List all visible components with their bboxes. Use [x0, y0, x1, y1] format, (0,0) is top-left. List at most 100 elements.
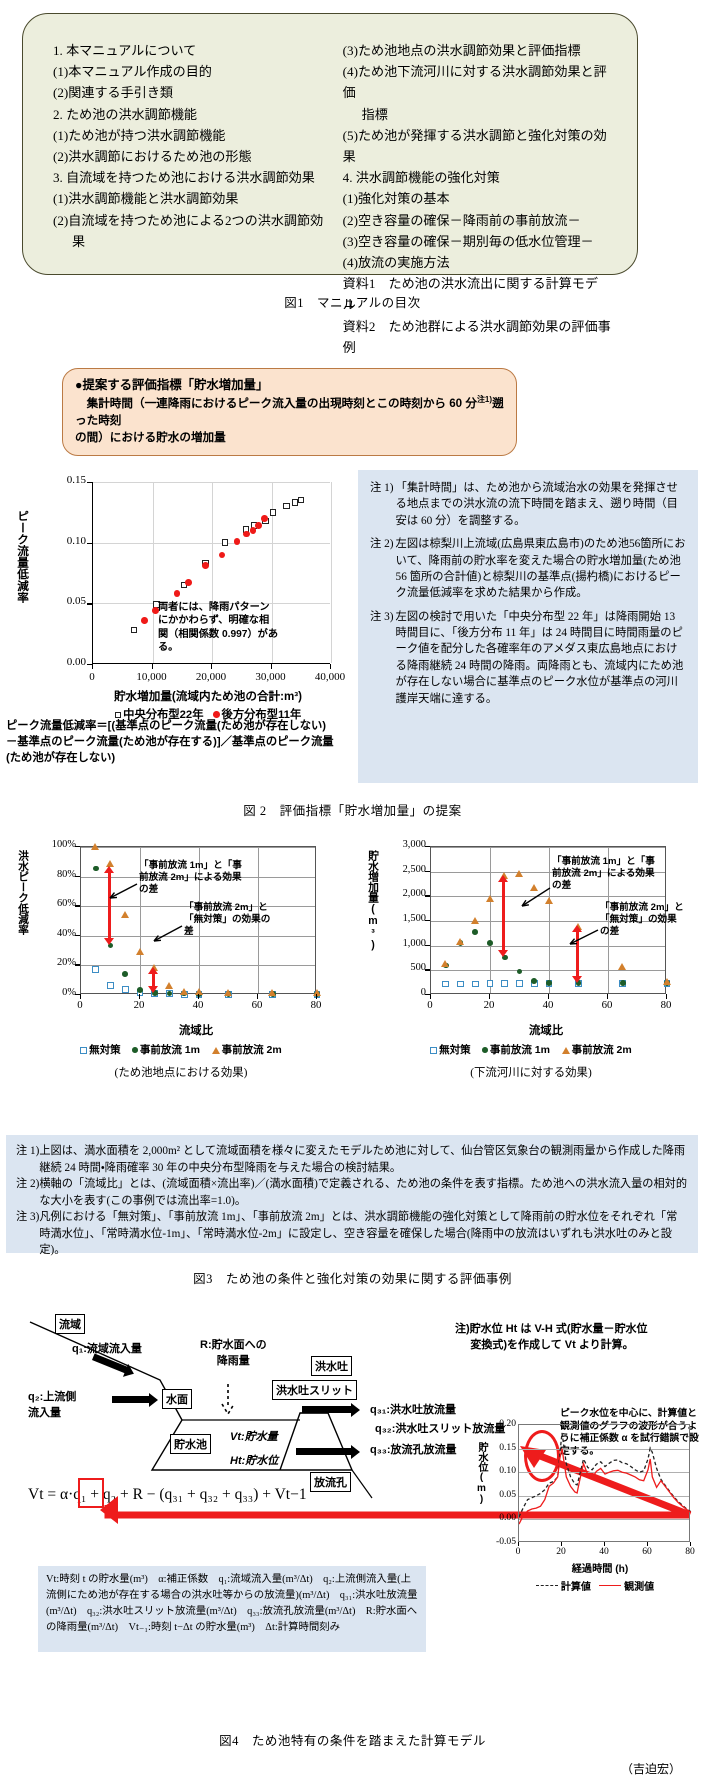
proposal-body-line3: の間）における貯水の増加量	[75, 430, 226, 444]
y-tick-label: 80%	[56, 868, 76, 880]
data-point-filled-circle	[92, 865, 99, 872]
note-item: 注 3) 左図の検討で用いた「中央分布型 22 年」は降雨開始 13 時間目に、…	[370, 609, 688, 707]
data-point-filled-circle	[546, 980, 552, 986]
formula-line-3: (ため池が存在しない)	[6, 752, 116, 765]
note-item: 注 2) 左図は椋梨川上流域(広島県東広島市)のため池56箇所において、降雨前の…	[370, 536, 688, 602]
data-point-filled-circle	[487, 940, 493, 946]
note-body: 凡例における「無対策」、「事前放流 1m」、「事前放流 2m」とは、洪水調節機能…	[39, 1211, 678, 1257]
ts-plot-area	[518, 1424, 691, 1542]
x-tick-label: 80	[660, 999, 672, 1011]
fig3-right-subtitle: (下流河川に対する効果)	[470, 1067, 592, 1079]
proposal-body-part1: 集計時間（一連降雨におけるピーク流入量の出現時刻とこの時刻から 60 分	[86, 396, 477, 410]
fig4-note-line2: 変換式)を作成して Vt より計算。	[470, 1338, 634, 1351]
toc-item: (5)ため池が発揮する洪水調節と強化対策の効果	[342, 127, 607, 165]
fig3-left-legend: 無対策 事前放流 1m 事前放流 2m	[16, 1042, 346, 1057]
data-point-open-square	[486, 980, 494, 988]
fig3-left-y-axis-label: 洪水ピーク低減率	[17, 850, 29, 935]
y-tick-mark	[87, 482, 92, 484]
effect-diff-arrow-2	[152, 973, 156, 988]
x-tick-mark	[92, 664, 94, 669]
y-tick-mark	[75, 934, 80, 937]
data-point-open-square	[442, 980, 450, 988]
data-point-open-square	[130, 626, 138, 634]
x-tick-label: 60	[251, 999, 263, 1011]
data-point-open-triangle	[224, 988, 233, 996]
figure4-caption: 図4 ため池特有の条件を踏まえた計算モデル	[219, 1734, 486, 1748]
x-tick-label: 40	[542, 999, 554, 1011]
y-tick-label: 0.10	[66, 534, 86, 547]
x-tick-label: 0	[515, 1546, 521, 1557]
y-tick-label: 100%	[51, 839, 76, 850]
x-tick-mark	[690, 1542, 692, 1546]
fig3-right-y-axis-label: 貯水増加量(m³)	[367, 850, 379, 951]
x-tick-label: 40	[192, 999, 204, 1011]
proposal-body: 集計時間（一連降雨におけるピーク流入量の出現時刻とこの時刻から 60 分注1)遡…	[75, 394, 504, 430]
y-tick-mark	[425, 969, 430, 971]
y-tick-label: 2,500	[402, 863, 426, 875]
data-point-open-square	[457, 980, 464, 988]
proposal-title: ●提案する評価指標「貯水増加量」	[75, 378, 269, 392]
toc-item: 資料1 ため池の洪水流出に関する計算モデル	[342, 276, 598, 313]
toc-item: (1)ため池が持つ洪水調節機能	[53, 127, 226, 143]
x-tick-mark	[330, 664, 332, 669]
y-tick-label: 500	[410, 962, 426, 974]
fig2-formula: ピーク流量低減率＝[(基準点のピーク流量(ため池が存在しない) －基準点のピーク…	[6, 718, 352, 766]
ht-label: Ht:貯水位	[230, 1455, 279, 1467]
fig4-note-line1: 注)貯水位 Ht は V-H 式(貯水量－貯水位	[455, 1323, 648, 1335]
effect-diff-arrow-2	[576, 930, 579, 977]
gridline-horizontal	[93, 603, 330, 605]
toc-item: 果	[71, 233, 86, 249]
data-point-open-square	[107, 981, 114, 989]
y-tick-mark	[425, 944, 430, 947]
data-point-open-triangle	[135, 948, 144, 956]
toc-item: (1)強化対策の基本	[342, 191, 450, 207]
data-point-open-triangle	[529, 883, 538, 891]
x-tick-mark	[607, 994, 609, 999]
open-square-icon	[114, 711, 122, 718]
annotation-label-2: 「事前放流 2m」と「無対策」の効果の差	[600, 902, 684, 938]
proposal-box: ●提案する評価指標「貯水増加量」 集計時間（一連降雨におけるピーク流入量の出現時…	[62, 368, 517, 456]
water-surface-label: 水面	[162, 1389, 192, 1409]
y-tick-label: 2,000	[402, 888, 426, 900]
q2-arrow-icon	[112, 1392, 158, 1407]
effect-diff-arrow-2-head-up	[148, 967, 159, 975]
toc-item: (2)自流域を持つため池による2つの洪水調節効	[53, 212, 324, 228]
toc-item: (3)空き容量の確保－期別毎の低水位管理－	[342, 233, 594, 249]
note-item: 注 2) 横軸の「流域比」とは、(流域面積×流出率)／(満水面積)で定義される、…	[16, 1176, 688, 1209]
gridline-vertical	[549, 847, 550, 993]
toc-column-right: (3)ため池地点の洪水調節効果と評価指標 (4)ため池下流河川に対する洪水調節効…	[343, 40, 611, 358]
x-tick-mark	[139, 994, 141, 999]
legend-label: 無対策	[439, 1044, 471, 1056]
x-tick-mark	[257, 994, 259, 999]
y-tick-mark	[425, 870, 430, 873]
data-point-filled-circle	[173, 590, 181, 597]
note-body: 横軸の「流域比」とは、(流域面積×流出率)／(満水面積)で定義される、ため池の条…	[39, 1178, 688, 1207]
data-point-open-triangle	[544, 896, 553, 904]
data-point-open-triangle	[456, 938, 465, 946]
data-point-filled-circle	[255, 522, 262, 529]
y-tick-mark	[87, 542, 92, 545]
x-tick-label: 0	[89, 671, 95, 683]
y-tick-label: 20%	[56, 957, 76, 969]
x-tick-mark	[604, 1542, 606, 1546]
gridline-vertical	[140, 847, 141, 993]
gridline-vertical	[271, 482, 273, 663]
toc-item: (1)洪水調節機能と洪水調節効果	[53, 191, 239, 207]
data-point-open-square	[291, 499, 298, 506]
y-tick-mark	[75, 846, 80, 848]
data-point-filled-circle	[472, 929, 479, 935]
x-tick-mark	[430, 994, 432, 999]
ts-legend: 計算値 観測値	[490, 1578, 700, 1593]
data-point-filled-circle	[619, 980, 626, 986]
note-item: 注 3) 凡例における「無対策」、「事前放流 1m」、「事前放流 2m」とは、洪…	[16, 1209, 688, 1259]
data-point-open-triangle	[312, 989, 321, 997]
x-tick-label: 10,000	[136, 671, 167, 683]
y-tick-label: 1,500	[402, 913, 426, 924]
fig3-right-legend: 無対策 事前放流 1m 事前放流 2m	[366, 1042, 696, 1057]
series-観測値	[519, 1448, 691, 1525]
legend-label: 事前放流 1m	[489, 1044, 550, 1056]
y-tick-mark	[75, 964, 80, 966]
note-body: 「集計時間」は、ため池から流域治水の効果を発揮させる地点までの洪水流の流下時間を…	[395, 482, 678, 527]
y-tick-mark	[75, 905, 80, 907]
ts-legend-label: 観測値	[624, 1582, 655, 1593]
